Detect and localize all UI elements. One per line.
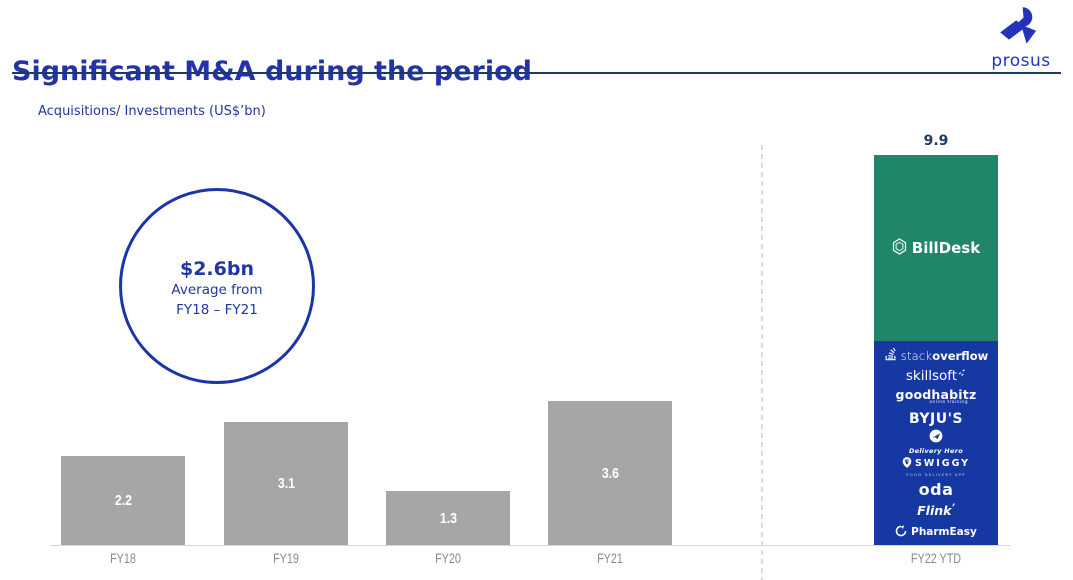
axis-label-fy21: FY21 — [597, 551, 623, 566]
bar-fy21: 3.6 — [548, 401, 672, 545]
prosus-mark-icon — [998, 7, 1044, 50]
average-annotation-circle: $2.6bn Average from FY18 – FY21 — [119, 188, 315, 384]
page-title: Significant M&A during the period — [12, 56, 532, 88]
byjus-text: BYJU'S — [909, 410, 963, 427]
period-divider-dashed-line — [761, 145, 763, 580]
bar-fy21-value: 3.6 — [601, 464, 619, 482]
prosus-logo: prosus — [985, 6, 1057, 71]
goodhabitz-text: goodhabitz — [895, 386, 977, 402]
stackoverflow-logo: stackoverflow — [874, 346, 998, 365]
pharmeasy-icon — [895, 524, 907, 540]
chart-subtitle: Acquisitions/ Investments (US$’bn) — [38, 104, 266, 119]
flink-logo: Flink ’ — [874, 500, 998, 521]
fy22-total-value: 9.9 — [923, 133, 949, 149]
bar-fy20-value: 1.3 — [439, 509, 457, 527]
bar-fy20: 1.3 — [386, 491, 510, 545]
stackoverflow-icon — [884, 346, 897, 364]
axis-label-fy19: FY19 — [273, 551, 299, 566]
bar-fy19: 3.1 — [224, 422, 348, 545]
goodhabitz-tagline: online training — [929, 400, 968, 405]
flink-text: Flink — [917, 503, 952, 518]
pharmeasy-text: PharmEasy — [911, 526, 977, 538]
swiggy-pin-icon — [902, 456, 912, 472]
bar-fy18: 2.2 — [61, 456, 185, 545]
oda-logo: oda — [874, 478, 998, 500]
swiggy-tagline: FOOD DELIVERY APP — [906, 472, 966, 478]
average-caption-line2: FY18 – FY21 — [176, 301, 258, 318]
axis-label-fy20: FY20 — [435, 551, 461, 566]
goodhabitz-logo: goodhabitz online training — [874, 386, 998, 408]
delivery-hero-text: Delivery Hero — [908, 447, 964, 456]
prosus-wordmark: prosus — [991, 51, 1051, 71]
billdesk-hexagon-icon — [892, 237, 907, 259]
flink-accent-mark: ’ — [951, 502, 955, 513]
bar-fy22-other-segment: stackoverflow skillsoft goodhabitz onlin… — [874, 341, 998, 545]
axis-label-fy22-ytd: FY22 YTD — [910, 551, 962, 566]
skillsoft-logo: skillsoft — [874, 365, 998, 386]
pharmeasy-logo: PharmEasy — [874, 521, 998, 543]
skillsoft-spark-icon — [958, 364, 966, 380]
oda-text: oda — [918, 479, 954, 499]
delivery-hero-logo: Delivery Hero — [874, 429, 998, 455]
x-axis-line — [50, 545, 1010, 546]
billdesk-logo-text: BillDesk — [911, 239, 981, 257]
swiggy-logo: SWIGGY FOOD DELIVERY APP — [874, 455, 998, 478]
billdesk-logo: BillDesk — [892, 237, 981, 259]
average-caption-line1: Average from — [171, 282, 263, 299]
delivery-hero-icon — [929, 429, 943, 446]
byjus-logo: BYJU'S — [874, 408, 998, 429]
bar-fy22-billdesk-segment: BillDesk — [874, 155, 998, 341]
average-value: $2.6bn — [179, 257, 254, 280]
bar-fy18-value: 2.2 — [114, 492, 132, 509]
skillsoft-text: skillsoft — [905, 367, 958, 384]
swiggy-text: SWIGGY — [914, 458, 971, 470]
stackoverflow-text-overflow: overflow — [932, 348, 989, 363]
bar-fy19-value: 3.1 — [277, 475, 295, 492]
title-underline — [12, 72, 1061, 74]
stackoverflow-text-stack: stack — [900, 348, 933, 363]
axis-label-fy18: FY18 — [110, 551, 136, 566]
